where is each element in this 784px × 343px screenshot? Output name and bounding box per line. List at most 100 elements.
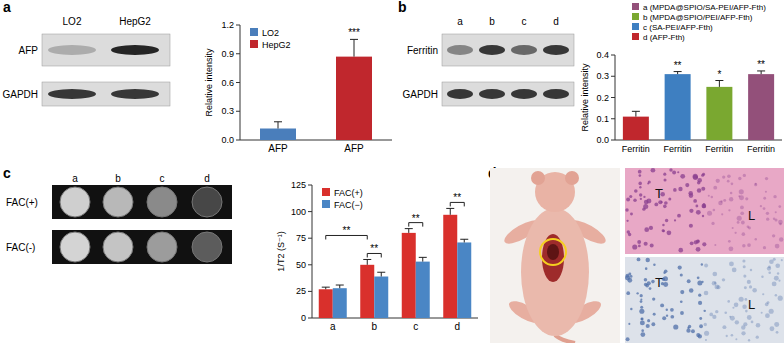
legend-swatch bbox=[632, 23, 639, 30]
cell bbox=[673, 324, 678, 329]
cell bbox=[765, 313, 770, 318]
mri-phantom bbox=[192, 187, 222, 217]
cell bbox=[666, 309, 668, 311]
cell bbox=[628, 323, 630, 325]
panel-letter: b bbox=[398, 0, 407, 15]
cell bbox=[638, 245, 641, 248]
cell bbox=[743, 322, 747, 326]
cell bbox=[729, 246, 734, 251]
legend-label: HepG2 bbox=[262, 40, 291, 50]
chart: 0.00.30.60.91.2Relative intensityAFPAFP*… bbox=[204, 20, 392, 154]
cell bbox=[685, 183, 689, 187]
y-tick-label: 25 bbox=[296, 286, 306, 296]
cell bbox=[701, 187, 705, 191]
lane-label: LO2 bbox=[63, 16, 82, 27]
cell bbox=[732, 227, 734, 229]
cell bbox=[672, 170, 676, 174]
error-bar bbox=[632, 111, 640, 116]
cell bbox=[640, 320, 645, 325]
cell bbox=[646, 324, 650, 328]
photo-bg bbox=[490, 168, 620, 343]
cell bbox=[766, 218, 769, 221]
cell bbox=[742, 305, 746, 309]
cell bbox=[641, 329, 644, 332]
cell bbox=[690, 241, 694, 245]
legend-label: FAC(−) bbox=[334, 200, 363, 210]
cell bbox=[715, 310, 718, 313]
panel-letter: c bbox=[3, 165, 11, 181]
cell bbox=[747, 243, 751, 247]
cell bbox=[641, 318, 644, 321]
error-bar bbox=[336, 285, 344, 288]
cell bbox=[640, 294, 643, 297]
cell bbox=[665, 219, 668, 222]
cell bbox=[698, 294, 701, 297]
cell bbox=[769, 259, 774, 264]
cell bbox=[652, 297, 655, 300]
y-tick bbox=[308, 318, 312, 319]
y-tick bbox=[611, 76, 615, 77]
tumor bbox=[547, 244, 559, 260]
chart: 0.00.10.20.30.4Relative intensityFerriti… bbox=[580, 3, 782, 154]
histology-panel bbox=[625, 257, 784, 343]
blot-band bbox=[111, 45, 159, 55]
cell bbox=[751, 321, 754, 324]
legend-label: FAC(+) bbox=[334, 188, 363, 198]
cell bbox=[633, 199, 636, 202]
cell bbox=[769, 309, 774, 314]
mri-phantom bbox=[60, 187, 90, 217]
cell bbox=[714, 282, 716, 284]
cell bbox=[646, 258, 650, 262]
cell bbox=[730, 192, 733, 195]
error-bar bbox=[715, 81, 723, 87]
category-label: AFP bbox=[344, 143, 364, 154]
mri-row-label: FAC(+) bbox=[6, 197, 38, 208]
blot-row-label: AFP bbox=[19, 45, 39, 56]
y-axis bbox=[312, 185, 313, 318]
significance: *** bbox=[348, 27, 360, 38]
cell bbox=[662, 316, 666, 320]
blot-row-label: GAPDH bbox=[2, 89, 38, 100]
cell bbox=[724, 311, 727, 314]
lane-label: d bbox=[553, 16, 559, 27]
cell bbox=[718, 201, 722, 205]
cell bbox=[697, 240, 699, 242]
mri-row-label: FAC(-) bbox=[6, 242, 35, 253]
cell bbox=[641, 318, 644, 321]
y-tick bbox=[236, 82, 240, 83]
cell bbox=[747, 226, 750, 229]
y-tick bbox=[308, 264, 312, 265]
cell bbox=[755, 238, 757, 240]
cell bbox=[731, 183, 734, 186]
cell bbox=[650, 243, 654, 247]
cell bbox=[674, 219, 676, 221]
cell bbox=[647, 319, 650, 322]
cell bbox=[774, 322, 779, 327]
blot-strip bbox=[442, 82, 574, 106]
cell bbox=[663, 205, 667, 209]
error-bar bbox=[419, 257, 427, 261]
cell bbox=[735, 320, 739, 324]
cell bbox=[667, 230, 672, 235]
y-axis-label: Relative intensity bbox=[204, 48, 214, 117]
cell bbox=[699, 317, 702, 320]
y-tick bbox=[308, 291, 312, 292]
bar bbox=[748, 74, 774, 140]
cell bbox=[744, 298, 747, 301]
error-bar bbox=[674, 72, 682, 75]
cell bbox=[781, 259, 783, 261]
cell bbox=[695, 205, 698, 208]
cell bbox=[727, 174, 731, 178]
y-tick-label: 0.6 bbox=[221, 78, 234, 88]
cell bbox=[697, 276, 700, 279]
cell bbox=[702, 242, 706, 246]
cell bbox=[722, 325, 726, 329]
blot-band bbox=[111, 89, 159, 99]
legend-swatch bbox=[322, 188, 330, 196]
y-tick bbox=[236, 140, 240, 141]
cell bbox=[653, 313, 656, 316]
cell bbox=[761, 312, 763, 314]
cell bbox=[711, 222, 714, 225]
y-tick-label: 0.4 bbox=[596, 50, 609, 60]
cell bbox=[734, 232, 736, 234]
